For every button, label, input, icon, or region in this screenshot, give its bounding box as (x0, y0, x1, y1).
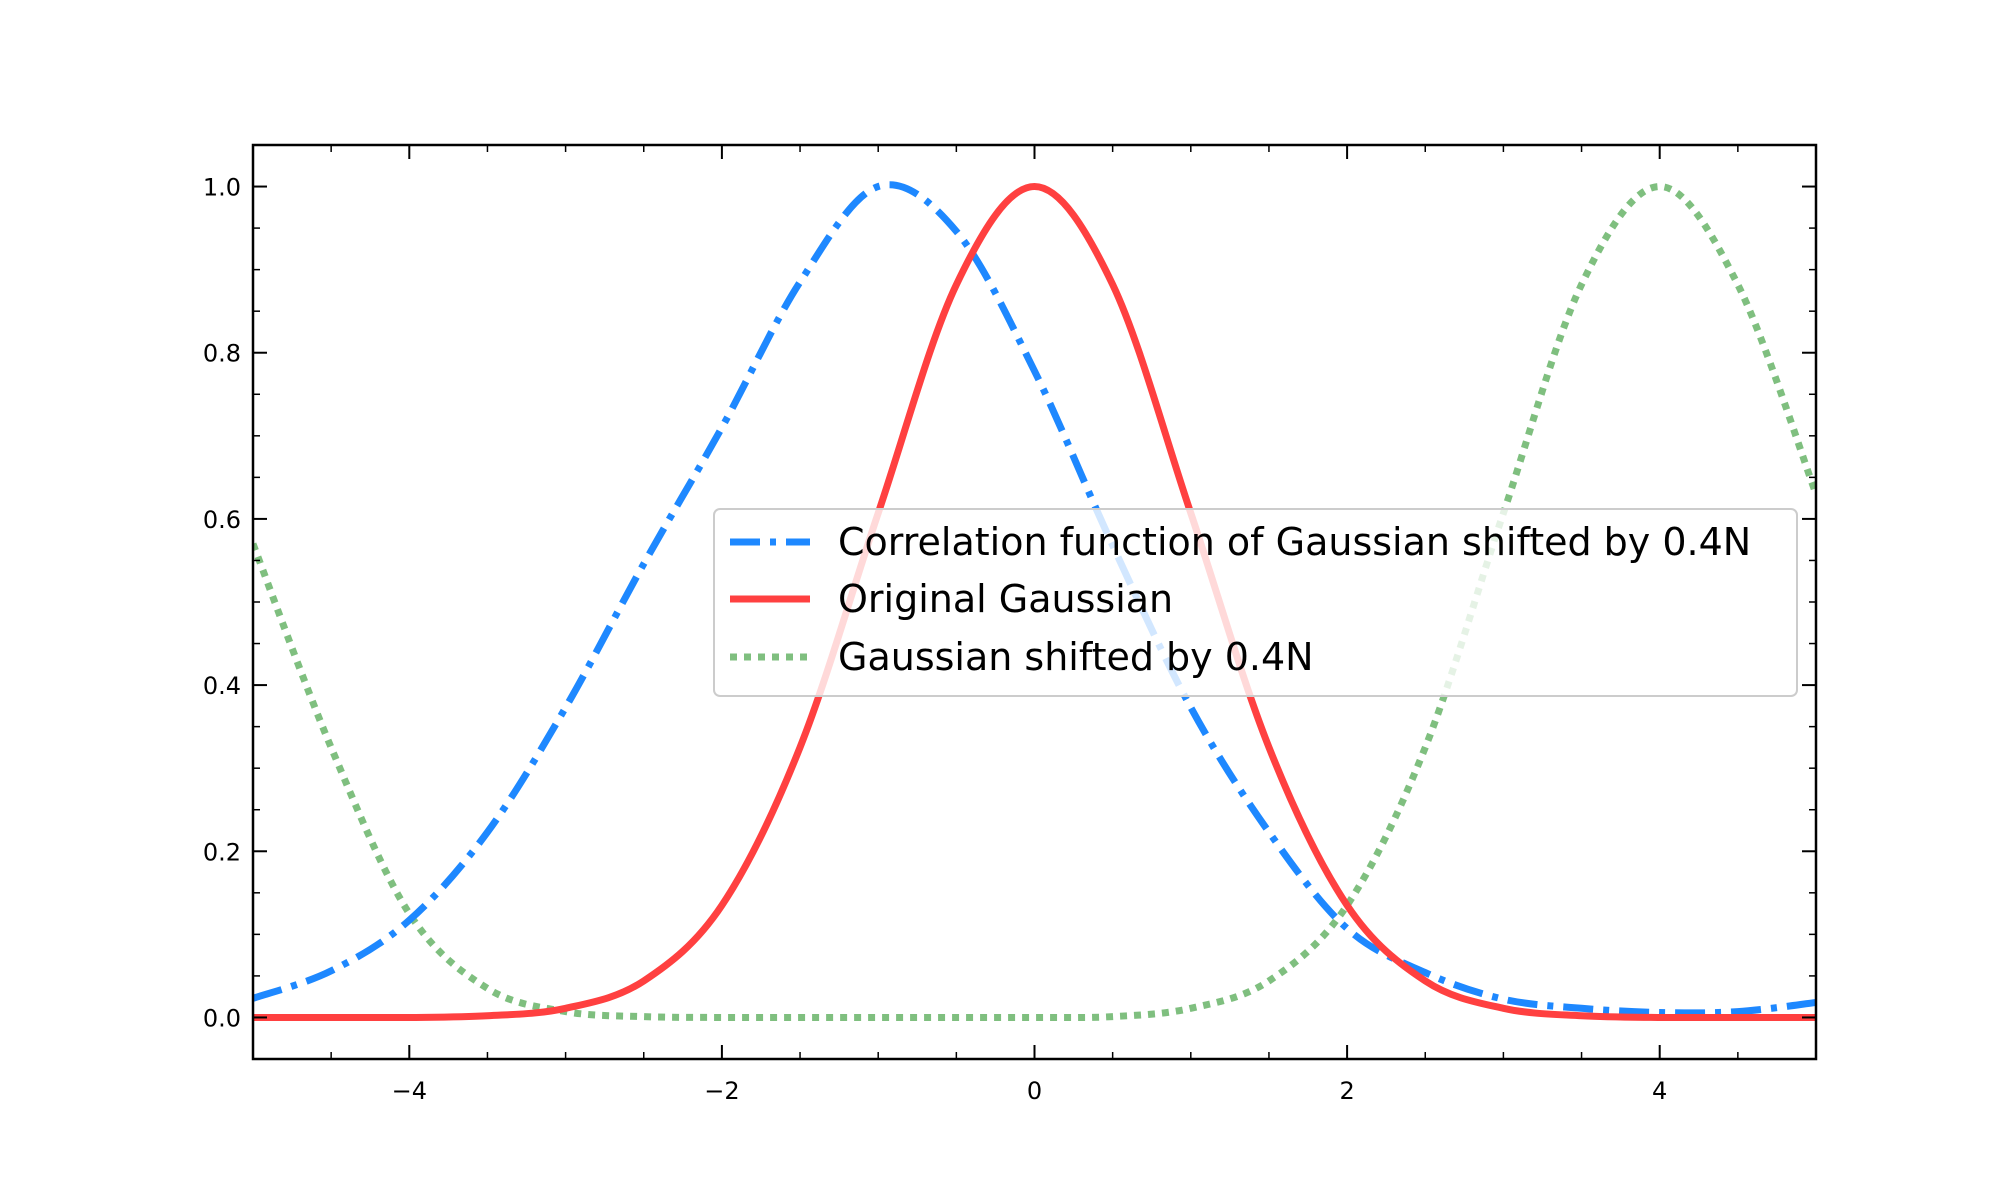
x-tick-label: −4 (392, 1077, 427, 1105)
x-tick-label: 4 (1652, 1077, 1667, 1105)
y-tick-label: 0.2 (203, 838, 241, 866)
series-line-0 (253, 181, 1816, 1017)
y-tick-label: 0.8 (203, 340, 241, 368)
series-layer (253, 181, 1816, 1022)
y-tick-label: 1.0 (203, 174, 241, 202)
legend-label-shifted: Gaussian shifted by 0.4N (838, 635, 1314, 679)
y-tick-label: 0.4 (203, 672, 241, 700)
x-tick-label: 0 (1027, 1077, 1042, 1105)
x-tick-label: 2 (1339, 1077, 1354, 1105)
x-tick-label: −2 (704, 1077, 739, 1105)
series-line-2 (253, 183, 1816, 1022)
legend: Correlation function of Gaussian shifted… (713, 508, 1798, 697)
series-line-1 (253, 183, 1816, 1022)
y-tick-label: 0.0 (203, 1004, 241, 1032)
legend-box (713, 508, 1798, 697)
legend-label-correlation: Correlation function of Gaussian shifted… (838, 520, 1751, 564)
legend-label-original: Original Gaussian (838, 577, 1173, 621)
ticks-layer: −4 −2 0 2 4 0.0 0.2 0.4 0.6 0.8 1.0 (203, 145, 1817, 1105)
y-tick-label: 0.6 (203, 506, 241, 534)
